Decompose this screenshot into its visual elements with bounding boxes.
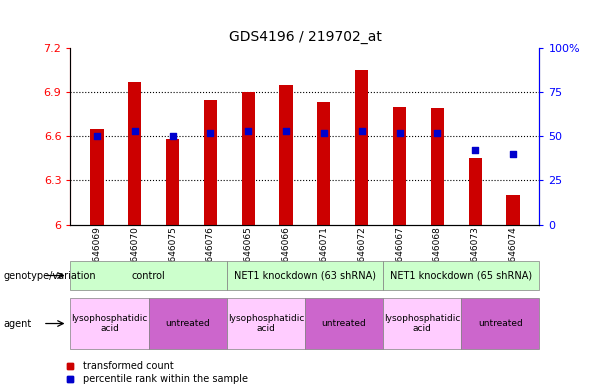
- Bar: [90, 129, 104, 225]
- Bar: [506, 195, 520, 225]
- Bar: [431, 108, 444, 225]
- Point: [395, 130, 405, 136]
- Bar: [128, 82, 142, 225]
- Bar: [393, 107, 406, 225]
- Text: genotype/variation: genotype/variation: [3, 270, 96, 281]
- Point: [432, 130, 442, 136]
- Bar: [280, 85, 292, 225]
- Text: lysophosphatidic
acid: lysophosphatidic acid: [384, 314, 460, 333]
- Bar: [355, 70, 368, 225]
- Text: untreated: untreated: [478, 319, 523, 328]
- Text: control: control: [132, 270, 166, 281]
- Bar: [242, 92, 255, 225]
- Point: [205, 130, 215, 136]
- Text: lysophosphatidic
acid: lysophosphatidic acid: [71, 314, 148, 333]
- Bar: [318, 103, 330, 225]
- Text: NET1 knockdown (65 shRNA): NET1 knockdown (65 shRNA): [390, 270, 532, 281]
- Point: [357, 128, 367, 134]
- Text: lysophosphatidic
acid: lysophosphatidic acid: [227, 314, 304, 333]
- Point: [319, 130, 329, 136]
- Title: GDS4196 / 219702_at: GDS4196 / 219702_at: [229, 30, 381, 44]
- Text: untreated: untreated: [166, 319, 210, 328]
- Bar: [204, 99, 217, 225]
- Point: [281, 128, 291, 134]
- Text: untreated: untreated: [322, 319, 367, 328]
- Point: [508, 151, 518, 157]
- Text: percentile rank within the sample: percentile rank within the sample: [83, 374, 248, 384]
- Point: [243, 128, 253, 134]
- Point: [92, 133, 102, 139]
- Bar: [166, 139, 179, 225]
- Point: [130, 128, 140, 134]
- Point: [470, 147, 480, 154]
- Point: [168, 133, 178, 139]
- Text: NET1 knockdown (63 shRNA): NET1 knockdown (63 shRNA): [234, 270, 376, 281]
- Text: transformed count: transformed count: [83, 361, 173, 371]
- Bar: [468, 159, 482, 225]
- Text: agent: agent: [3, 318, 31, 329]
